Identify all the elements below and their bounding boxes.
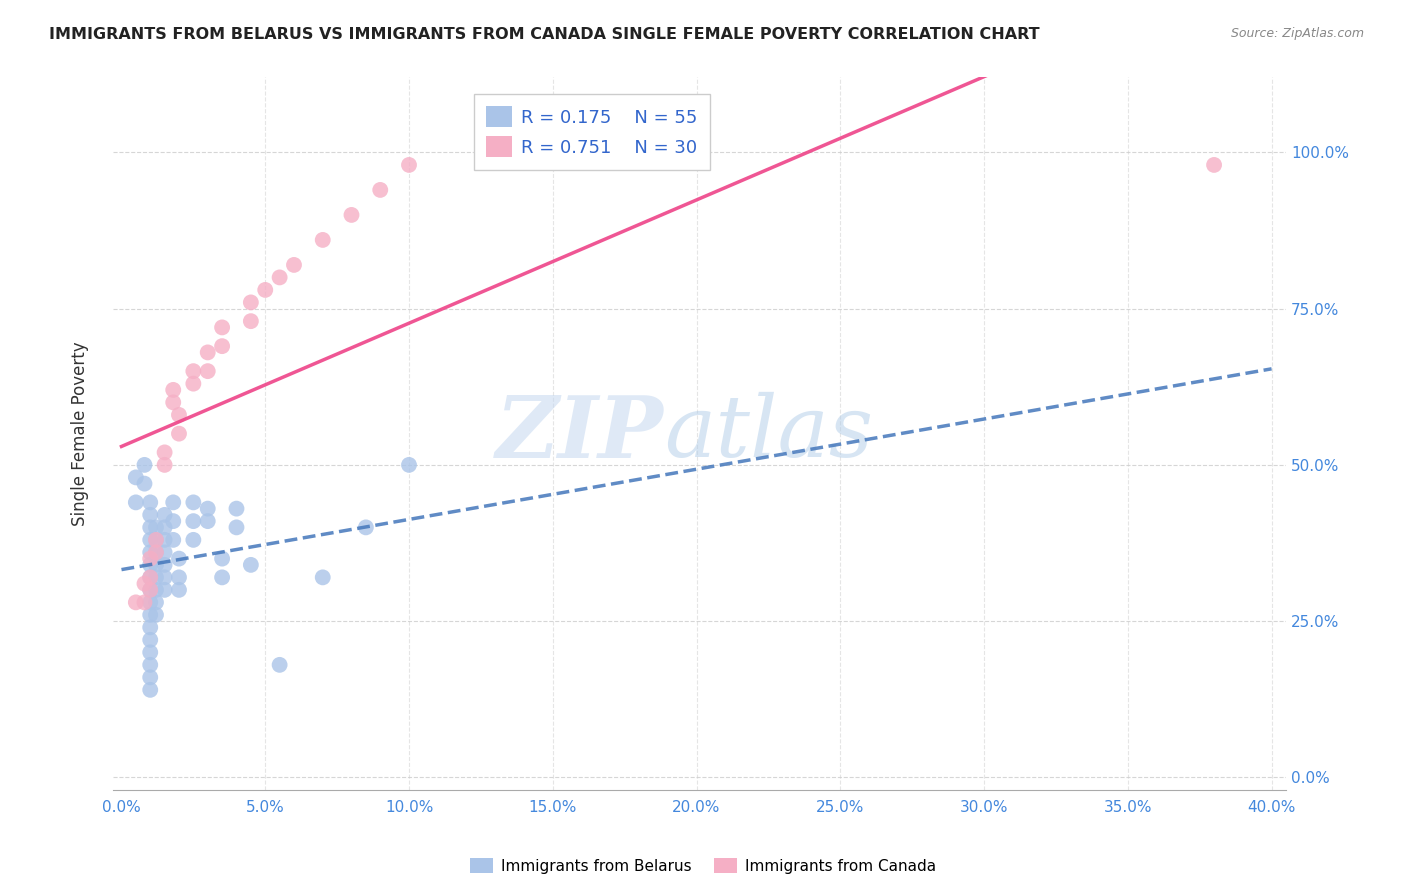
Point [153, 558, 176, 572]
Point [197, 364, 219, 378]
Point [183, 364, 205, 378]
Point [162, 514, 184, 528]
Point [139, 582, 162, 597]
Point [211, 570, 233, 584]
Point [125, 470, 148, 484]
Point [269, 270, 291, 285]
Point [167, 570, 190, 584]
Point [145, 558, 167, 572]
Point [139, 682, 162, 697]
Point [211, 551, 233, 566]
Point [312, 233, 335, 247]
Point [183, 376, 205, 391]
Point [145, 533, 167, 547]
Point [139, 551, 162, 566]
Point [211, 320, 233, 334]
Point [139, 520, 162, 534]
Point [340, 208, 363, 222]
Point [139, 645, 162, 659]
Point [197, 501, 219, 516]
Point [153, 458, 176, 472]
Point [145, 545, 167, 559]
Point [167, 582, 190, 597]
Point [139, 670, 162, 684]
Point [368, 183, 391, 197]
Point [139, 533, 162, 547]
Point [139, 607, 162, 622]
Point [183, 514, 205, 528]
Point [225, 501, 247, 516]
Point [145, 533, 167, 547]
Point [139, 545, 162, 559]
Point [398, 158, 420, 172]
Point [162, 533, 184, 547]
Point [139, 495, 162, 509]
Point [1202, 158, 1225, 172]
Point [145, 582, 167, 597]
Point [254, 283, 277, 297]
Point [162, 383, 184, 397]
Point [125, 595, 148, 609]
Point [145, 520, 167, 534]
Point [139, 558, 162, 572]
Point [145, 607, 167, 622]
Point [312, 570, 335, 584]
Point [153, 445, 176, 459]
Point [139, 632, 162, 647]
Point [162, 495, 184, 509]
Point [167, 426, 190, 441]
Point [139, 582, 162, 597]
Point [139, 657, 162, 672]
Point [167, 408, 190, 422]
Point [354, 520, 377, 534]
Point [145, 595, 167, 609]
Point [134, 576, 156, 591]
Text: atlas: atlas [664, 392, 873, 475]
Legend: Immigrants from Belarus, Immigrants from Canada: Immigrants from Belarus, Immigrants from… [464, 852, 942, 880]
Legend: R = 0.175    N = 55, R = 0.751    N = 30: R = 0.175 N = 55, R = 0.751 N = 30 [474, 94, 710, 169]
Point [139, 508, 162, 522]
Point [239, 295, 262, 310]
Point [139, 620, 162, 634]
Point [134, 595, 156, 609]
Point [269, 657, 291, 672]
Point [283, 258, 305, 272]
Point [197, 514, 219, 528]
Text: IMMIGRANTS FROM BELARUS VS IMMIGRANTS FROM CANADA SINGLE FEMALE POVERTY CORRELAT: IMMIGRANTS FROM BELARUS VS IMMIGRANTS FR… [49, 27, 1040, 42]
Point [239, 314, 262, 328]
Point [183, 495, 205, 509]
Point [145, 545, 167, 559]
Text: Source: ZipAtlas.com: Source: ZipAtlas.com [1230, 27, 1364, 40]
Point [162, 395, 184, 409]
Point [139, 570, 162, 584]
Point [134, 476, 156, 491]
Point [139, 595, 162, 609]
Point [211, 339, 233, 353]
Point [398, 458, 420, 472]
Point [153, 582, 176, 597]
Point [139, 570, 162, 584]
Point [153, 533, 176, 547]
Point [197, 345, 219, 359]
Point [134, 458, 156, 472]
Point [153, 508, 176, 522]
Point [153, 570, 176, 584]
Y-axis label: Single Female Poverty: Single Female Poverty [72, 342, 89, 526]
Point [167, 551, 190, 566]
Point [183, 533, 205, 547]
Point [145, 570, 167, 584]
Text: ZIP: ZIP [496, 392, 664, 475]
Point [153, 545, 176, 559]
Point [125, 495, 148, 509]
Point [225, 520, 247, 534]
Point [239, 558, 262, 572]
Point [153, 520, 176, 534]
